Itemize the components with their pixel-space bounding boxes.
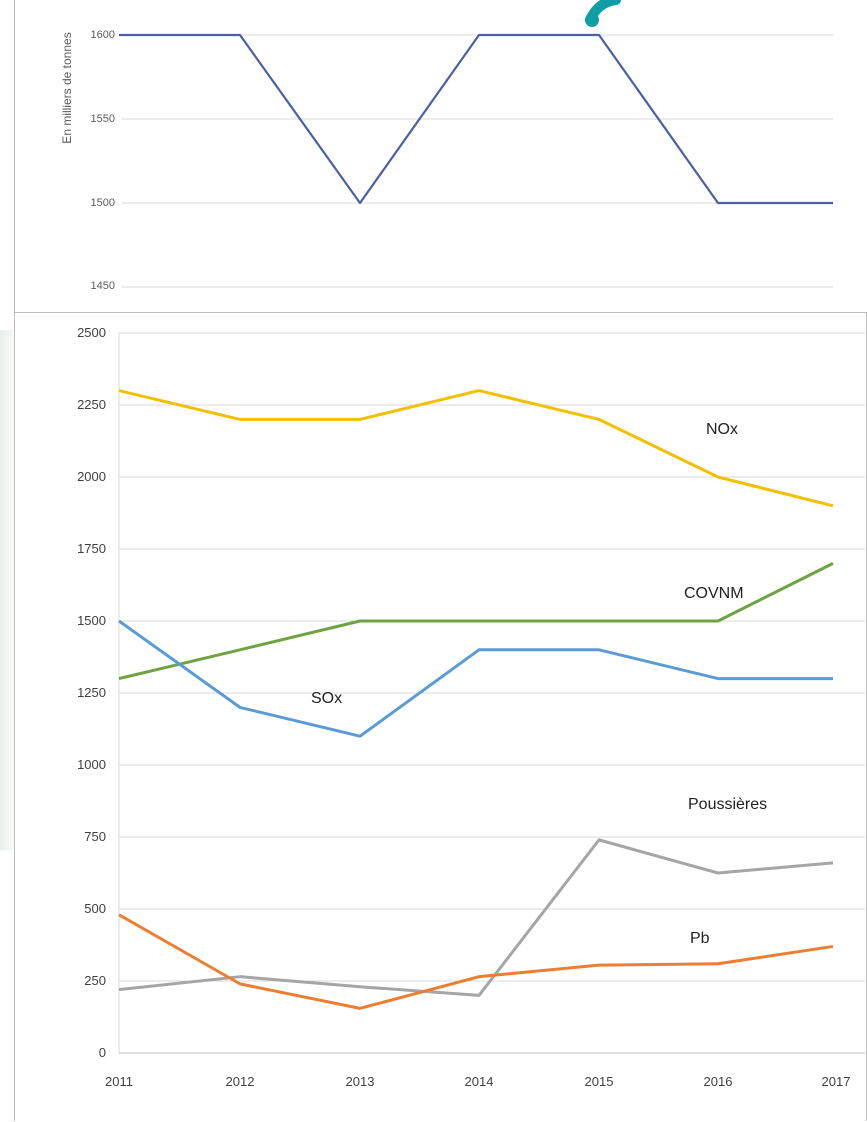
top-y-tick-label: 1500 — [91, 197, 115, 209]
series-label-poussieres: Poussières — [688, 796, 767, 813]
series-label-nox: NOx — [706, 421, 738, 438]
bottom-y-tick-label: 1250 — [77, 685, 106, 700]
bottom-x-tick-label: 2016 — [704, 1074, 733, 1089]
series-label-sox: SOx — [311, 690, 342, 707]
series-line-poussieres — [118, 838, 834, 997]
bottom-y-tick-label: 750 — [84, 829, 106, 844]
bottom-y-tick-label: 1500 — [77, 613, 106, 628]
bottom-x-tick-label: 2015 — [585, 1074, 614, 1089]
bottom-x-tick-label: 2017 — [822, 1074, 851, 1089]
bottom-x-tick-label: 2014 — [465, 1074, 494, 1089]
bottom-x-tick-label: 2011 — [105, 1074, 133, 1089]
bottom-y-tick-label: 2000 — [77, 469, 106, 484]
series-label-covnm: COVNM — [684, 585, 744, 602]
bottom-y-tick-label: 2250 — [77, 397, 106, 412]
top-y-tick-label: 1600 — [91, 29, 115, 41]
top-y-axis-label: En milliers de tonnes — [60, 32, 74, 143]
top-series-line — [119, 33, 833, 205]
top-y-tick-label: 1550 — [91, 113, 115, 125]
top-chart-frame — [14, 0, 867, 314]
bottom-y-tick-label: 250 — [84, 973, 106, 988]
bottom-x-tick-label: 2013 — [346, 1074, 375, 1089]
decorative-teal-mark — [585, 0, 621, 27]
bottom-y-tick-label: 1750 — [77, 541, 106, 556]
bottom-y-tick-label: 2500 — [77, 325, 106, 340]
top-y-tick-label: 1450 — [91, 280, 115, 292]
series-label-pb: Pb — [690, 930, 710, 947]
bottom-chart: 0 250 500 750 1000 1250 1500 1750 2000 2… — [77, 325, 865, 1089]
series-line-pb — [118, 913, 834, 1010]
series-line-covnm — [118, 562, 834, 681]
bottom-y-tick-label: 1000 — [77, 757, 106, 772]
top-chart: En milliers de tonnes 1450 1500 1550 160… — [60, 29, 833, 292]
bottom-y-tick-label: 500 — [84, 901, 106, 916]
bottom-y-tick-label: 0 — [99, 1045, 106, 1060]
series-line-nox — [118, 389, 834, 508]
bottom-x-tick-label: 2012 — [226, 1074, 255, 1089]
series-line-sox — [118, 619, 833, 738]
